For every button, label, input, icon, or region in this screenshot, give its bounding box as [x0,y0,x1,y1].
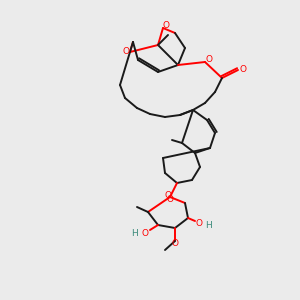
Text: O: O [206,55,212,64]
Text: H: H [205,221,212,230]
Text: O: O [172,239,178,248]
Text: O: O [196,220,202,229]
Text: O: O [239,64,247,74]
Text: O: O [163,22,170,31]
Text: H: H [132,230,138,238]
Text: O: O [122,46,130,56]
Text: O: O [142,229,148,238]
Text: O: O [167,196,173,205]
Text: O: O [164,190,172,200]
